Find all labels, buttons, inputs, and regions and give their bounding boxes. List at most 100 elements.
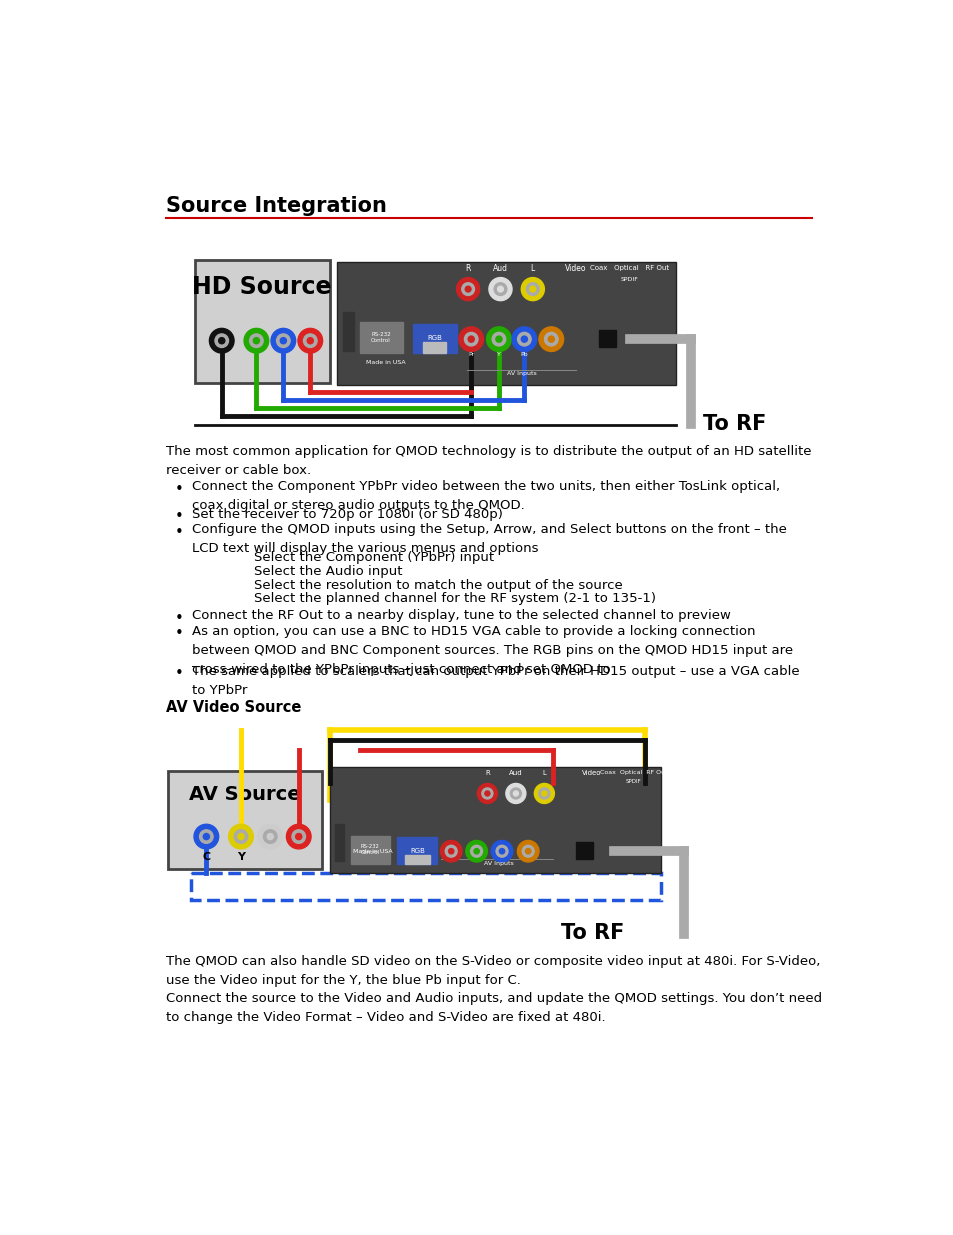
Circle shape — [214, 333, 229, 347]
Circle shape — [470, 845, 482, 857]
Text: Video: Video — [581, 769, 600, 776]
Circle shape — [505, 783, 525, 804]
Text: Coax  Optical  RF Out: Coax Optical RF Out — [599, 771, 667, 776]
Text: Pr: Pr — [468, 352, 474, 357]
Text: The QMOD can also handle SD video on the S-Video or composite video input at 480: The QMOD can also handle SD video on the… — [166, 955, 819, 987]
Circle shape — [199, 830, 213, 844]
Text: •: • — [174, 667, 183, 682]
Text: Video: Video — [564, 264, 586, 273]
Bar — [413, 324, 456, 353]
Bar — [576, 842, 592, 858]
Circle shape — [534, 783, 554, 804]
Circle shape — [517, 841, 538, 862]
Text: •: • — [174, 626, 183, 641]
Text: Configure the QMOD inputs using the Setup, Arrow, and Select buttons on the fron: Configure the QMOD inputs using the Setu… — [193, 524, 786, 556]
Text: Source Integration: Source Integration — [166, 196, 386, 216]
Circle shape — [448, 848, 454, 853]
Text: Y: Y — [497, 352, 500, 357]
Circle shape — [237, 834, 244, 840]
Circle shape — [497, 287, 503, 291]
Text: AV Source: AV Source — [189, 784, 300, 804]
Text: AV Inputs: AV Inputs — [483, 861, 514, 866]
Circle shape — [521, 845, 534, 857]
Circle shape — [513, 790, 517, 797]
Text: SPDIF: SPDIF — [620, 277, 639, 282]
Text: •: • — [174, 611, 183, 626]
Text: R: R — [465, 264, 471, 273]
Circle shape — [263, 830, 276, 844]
Circle shape — [465, 841, 487, 862]
Circle shape — [517, 332, 531, 346]
Circle shape — [496, 845, 507, 857]
Circle shape — [440, 841, 461, 862]
Bar — [351, 836, 389, 863]
Circle shape — [193, 824, 218, 848]
Text: Made in USA: Made in USA — [366, 359, 406, 364]
Circle shape — [520, 336, 527, 342]
Circle shape — [541, 790, 546, 797]
Circle shape — [464, 332, 477, 346]
Circle shape — [492, 332, 505, 346]
Circle shape — [267, 834, 274, 840]
Text: •: • — [174, 482, 183, 496]
Text: Made in USA: Made in USA — [353, 848, 392, 853]
Text: To RF: To RF — [560, 923, 623, 942]
Circle shape — [488, 278, 512, 300]
Circle shape — [465, 287, 471, 291]
Text: RGB: RGB — [427, 336, 442, 341]
Circle shape — [538, 788, 549, 799]
Text: Aud: Aud — [493, 264, 507, 273]
Circle shape — [512, 327, 537, 352]
Text: AV Video Source: AV Video Source — [166, 700, 300, 715]
Circle shape — [458, 327, 483, 352]
Circle shape — [286, 824, 311, 848]
Circle shape — [250, 333, 263, 347]
Text: Aud: Aud — [509, 769, 522, 776]
Circle shape — [445, 845, 456, 857]
Text: SPDIF: SPDIF — [625, 779, 640, 784]
Circle shape — [292, 830, 305, 844]
Circle shape — [498, 848, 504, 853]
Text: Pb: Pb — [520, 352, 528, 357]
Bar — [168, 771, 321, 869]
Circle shape — [276, 333, 290, 347]
Circle shape — [295, 834, 301, 840]
Bar — [598, 330, 616, 347]
Bar — [360, 322, 402, 353]
Text: L: L — [542, 769, 546, 776]
Text: •: • — [174, 525, 183, 540]
Circle shape — [520, 278, 544, 300]
Text: R: R — [484, 769, 489, 776]
Circle shape — [510, 788, 521, 799]
Bar — [329, 767, 659, 873]
Bar — [342, 312, 354, 351]
Circle shape — [456, 278, 479, 300]
Circle shape — [491, 841, 513, 862]
Text: Set the receiver to 720p or 1080i (or SD 480p): Set the receiver to 720p or 1080i (or SD… — [193, 508, 503, 521]
Text: RS-232
Control: RS-232 Control — [360, 844, 379, 856]
Text: Coax   Optical   RF Out: Coax Optical RF Out — [590, 266, 669, 272]
Text: RGB: RGB — [410, 848, 424, 855]
Circle shape — [253, 337, 259, 343]
Circle shape — [484, 790, 490, 797]
Text: Y: Y — [236, 852, 245, 862]
Text: As an option, you can use a BNC to HD15 VGA cable to provide a locking connectio: As an option, you can use a BNC to HD15 … — [193, 625, 793, 676]
Circle shape — [271, 329, 295, 353]
Circle shape — [303, 333, 316, 347]
Circle shape — [481, 788, 493, 799]
Circle shape — [307, 337, 313, 343]
Bar — [396, 837, 436, 863]
Circle shape — [280, 337, 286, 343]
Text: AV Inputs: AV Inputs — [507, 372, 537, 377]
Circle shape — [496, 336, 501, 342]
Circle shape — [476, 783, 497, 804]
Circle shape — [529, 287, 536, 291]
Text: C: C — [202, 852, 211, 862]
Text: RS-232
Control: RS-232 Control — [371, 332, 391, 343]
Circle shape — [461, 283, 474, 295]
Bar — [422, 342, 445, 353]
Text: Select the Audio input: Select the Audio input — [253, 564, 402, 578]
Text: Select the resolution to match the output of the source: Select the resolution to match the outpu… — [253, 579, 622, 592]
Bar — [194, 259, 329, 383]
Text: HD Source: HD Source — [193, 275, 332, 299]
